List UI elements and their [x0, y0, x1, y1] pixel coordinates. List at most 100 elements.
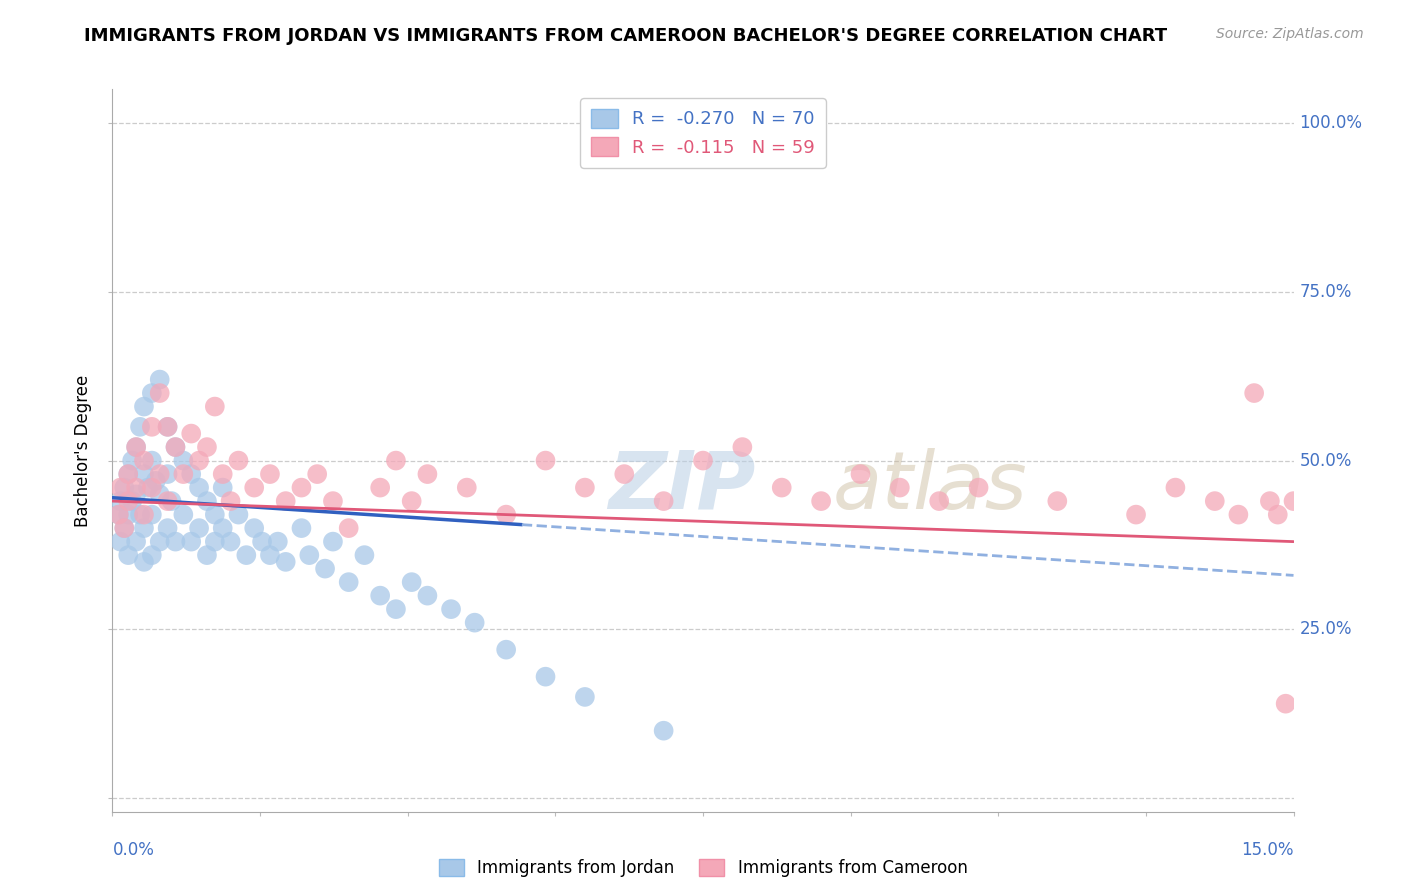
Legend: Immigrants from Jordan, Immigrants from Cameroon: Immigrants from Jordan, Immigrants from …	[432, 852, 974, 884]
Point	[125, 534, 148, 549]
Point	[692, 453, 714, 467]
Point	[172, 453, 194, 467]
Point	[141, 386, 163, 401]
Point	[368, 481, 391, 495]
Point	[1125, 508, 1147, 522]
Point	[416, 589, 439, 603]
Point	[731, 440, 754, 454]
Point	[132, 400, 155, 414]
Point	[188, 521, 211, 535]
Point	[228, 508, 250, 522]
Point	[141, 481, 163, 495]
Point	[267, 534, 290, 549]
Point	[274, 494, 297, 508]
Point	[112, 521, 135, 535]
Point	[652, 723, 675, 738]
Point	[307, 467, 329, 481]
Point	[652, 494, 675, 508]
Point	[928, 494, 950, 508]
Point	[1274, 697, 1296, 711]
Point	[129, 508, 152, 522]
Point	[132, 467, 155, 481]
Point	[574, 690, 596, 704]
Text: 50.0%: 50.0%	[1299, 451, 1351, 469]
Point	[1282, 494, 1305, 508]
Point	[274, 555, 297, 569]
Point	[211, 481, 233, 495]
Point	[385, 453, 408, 467]
Point	[464, 615, 486, 630]
Point	[1164, 481, 1187, 495]
Point	[250, 534, 273, 549]
Text: 25.0%: 25.0%	[1299, 621, 1353, 639]
Point	[298, 548, 321, 562]
Point	[141, 453, 163, 467]
Point	[112, 481, 135, 495]
Point	[117, 494, 139, 508]
Point	[156, 420, 179, 434]
Point	[136, 481, 159, 495]
Point	[107, 508, 129, 522]
Point	[110, 494, 132, 508]
Point	[195, 440, 218, 454]
Point	[117, 467, 139, 481]
Point	[195, 548, 218, 562]
Point	[219, 534, 242, 549]
Point	[125, 481, 148, 495]
Point	[495, 642, 517, 657]
Point	[495, 508, 517, 522]
Point	[613, 467, 636, 481]
Point	[322, 494, 344, 508]
Point	[204, 508, 226, 522]
Point	[165, 440, 187, 454]
Point	[129, 420, 152, 434]
Text: atlas: atlas	[832, 448, 1028, 525]
Point	[125, 440, 148, 454]
Point	[1258, 494, 1281, 508]
Point	[290, 481, 312, 495]
Point	[149, 487, 172, 501]
Point	[889, 481, 911, 495]
Point	[149, 467, 172, 481]
Point	[125, 440, 148, 454]
Point	[368, 589, 391, 603]
Text: ZIP: ZIP	[609, 448, 756, 525]
Point	[849, 467, 872, 481]
Point	[204, 400, 226, 414]
Point	[243, 481, 266, 495]
Point	[416, 467, 439, 481]
Point	[145, 474, 167, 488]
Point	[180, 467, 202, 481]
Point	[165, 534, 187, 549]
Point	[204, 534, 226, 549]
Point	[534, 453, 557, 467]
Point	[1046, 494, 1069, 508]
Point	[259, 467, 281, 481]
Point	[770, 481, 793, 495]
Point	[195, 494, 218, 508]
Point	[1204, 494, 1226, 508]
Point	[1243, 386, 1265, 401]
Text: 15.0%: 15.0%	[1241, 841, 1294, 859]
Point	[401, 494, 423, 508]
Text: IMMIGRANTS FROM JORDAN VS IMMIGRANTS FROM CAMEROON BACHELOR'S DEGREE CORRELATION: IMMIGRANTS FROM JORDAN VS IMMIGRANTS FRO…	[84, 27, 1167, 45]
Point	[211, 467, 233, 481]
Point	[149, 534, 172, 549]
Point	[117, 508, 139, 522]
Point	[132, 555, 155, 569]
Point	[132, 508, 155, 522]
Point	[440, 602, 463, 616]
Point	[456, 481, 478, 495]
Point	[314, 561, 336, 575]
Point	[110, 481, 132, 495]
Point	[172, 508, 194, 522]
Point	[132, 521, 155, 535]
Point	[219, 494, 242, 508]
Point	[125, 487, 148, 501]
Point	[188, 481, 211, 495]
Point	[259, 548, 281, 562]
Point	[117, 548, 139, 562]
Point	[353, 548, 375, 562]
Point	[401, 575, 423, 590]
Point	[121, 494, 143, 508]
